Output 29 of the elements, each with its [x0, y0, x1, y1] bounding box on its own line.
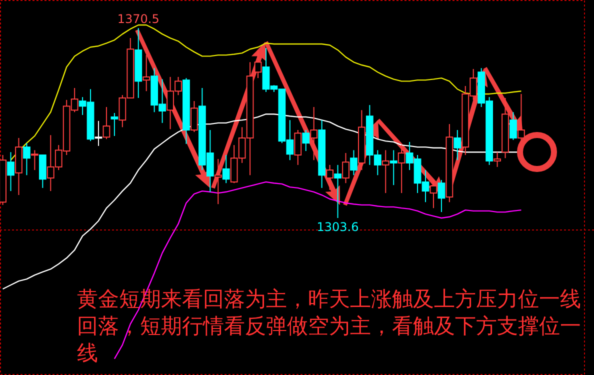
- candlestick: [390, 150, 398, 186]
- candlestick: [350, 150, 358, 176]
- candlestick: [142, 54, 150, 92]
- candlestick: [23, 142, 30, 176]
- candlestick: [334, 164, 342, 219]
- candlestick: [102, 106, 110, 140]
- candlestick: [214, 158, 222, 205]
- candlestick: [302, 130, 310, 152]
- candlestick: [254, 49, 262, 79]
- candlestick: [518, 93, 525, 142]
- candlestick: [294, 130, 302, 166]
- candlestick: [510, 112, 517, 140]
- annotation: 1303.6: [316, 220, 359, 234]
- candlestick: [222, 154, 230, 184]
- candlestick: [110, 112, 118, 136]
- candlestick: [342, 152, 350, 184]
- candlestick: [438, 179, 446, 213]
- annotation: 1370.5: [117, 12, 160, 26]
- candlestick: [430, 179, 438, 209]
- candlestick: [190, 100, 198, 132]
- candlestick: [310, 106, 318, 161]
- candlestick: [7, 152, 14, 192]
- candlestick: [398, 144, 406, 194]
- candlestick: [382, 150, 390, 194]
- candlestick: [494, 152, 501, 168]
- candlestick: [454, 130, 462, 161]
- candlestick: [94, 120, 102, 146]
- candlestick: [31, 150, 38, 171]
- candlestick: [326, 164, 334, 190]
